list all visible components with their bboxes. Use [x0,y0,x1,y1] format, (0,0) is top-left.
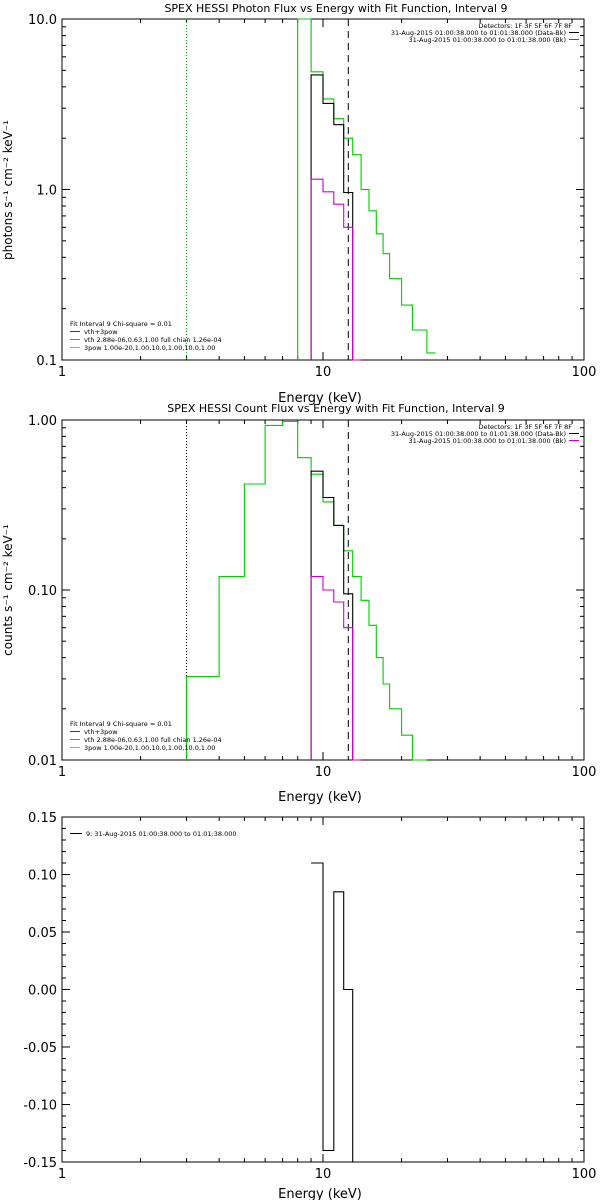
y-tick-label: -0.15 [23,1156,57,1171]
y-tick-label: 0.00 [28,984,57,999]
legend-entry: vth 2.88e-06,0.63,1.00 full chian 1.26e-… [84,736,222,744]
x-tick-label: 100 [572,765,597,780]
y-tick-label: -0.05 [23,1041,57,1056]
photon-flux-panel: SPEX HESSI Photon Flux vs Energy with Fi… [1,2,596,406]
legend-entry: vth+3pow [84,328,118,336]
x-tick-label: 10 [315,365,332,380]
series-line [310,575,362,761]
x-tick-label: 1 [58,365,66,380]
series-line [311,862,362,1163]
y-tick-label: 1.0 [36,184,57,199]
panel-title: SPEX HESSI Photon Flux vs Energy with Fi… [164,2,507,15]
y-axis-label: counts s⁻¹ cm⁻² keV⁻¹ [1,524,15,656]
residual-panel: Energy (keV) 1 10 100 0.15 0.10 0.05 0.00 -0.05… [23,811,596,1200]
x-tick-label: 1 [58,1167,66,1182]
legend-header: Detectors: 1F 3F 5F 6F 7F 8F [478,423,572,431]
y-tick-label: 0.15 [28,811,57,826]
legend-entry: 31-Aug-2015 01:00:38.000 to 01:01:38.000… [409,437,566,445]
y-tick-label: -0.10 [23,1099,57,1114]
legend-title: Fit Interval 9 Chi-square = 0.01 [70,320,172,328]
y-tick-label: 0.05 [28,926,57,941]
legend-entry: 31-Aug-2015 01:00:38.000 to 01:01:38.000… [391,430,566,438]
series-line [310,178,362,361]
legend-entry: 9: 31-Aug-2015 01:00:38.000 to 01:01:38.… [86,830,237,838]
y-tick-label: 0.10 [28,584,57,599]
x-tick-label: 10 [315,765,332,780]
legend-header: Detectors: 1F 3F 5F 6F 7F 8F [478,22,572,30]
legend-entry: 31-Aug-2015 01:00:38.000 to 01:01:38.000… [391,29,566,37]
x-axis-label: Energy (keV) [278,1187,362,1200]
x-tick-label: 1 [58,765,66,780]
x-tick-label: 100 [572,1167,597,1182]
y-tick-label: 0.1 [36,354,57,369]
legend-entry: 3pow 1.00e-20,1.00,10.0,1.00,10.0,1.00 [84,344,215,352]
series-line [310,470,362,761]
x-tick-label: 100 [572,365,597,380]
series-line [185,420,427,761]
legend-entry: 3pow 1.00e-20,1.00,10.0,1.00,10.0,1.00 [84,744,215,752]
y-tick-label: 10.0 [28,13,57,28]
x-axis-label: Energy (keV) [278,790,362,805]
x-axis-label: Energy (keV) [278,391,362,406]
legend-title: Fit Interval 9 Chi-square = 0.01 [70,720,172,728]
count-flux-panel: SPEX HESSI Count Flux vs Energy with Fit… [1,402,596,805]
legend-entry: vth 2.88e-06,0.63,1.00 full chian 1.26e-… [84,336,222,344]
y-tick-label: 1.00 [28,414,57,429]
series-line [297,18,436,360]
x-tick-label: 10 [315,1167,332,1182]
legend-entry: 31-Aug-2015 01:00:38.000 to 01:01:38.000… [409,36,566,44]
legend-entry: vth+3pow [84,728,118,736]
panel-title: SPEX HESSI Count Flux vs Energy with Fit… [167,402,504,415]
y-tick-label: 0.01 [28,754,57,769]
y-tick-label: 0.10 [28,869,57,884]
y-axis-label: photons s⁻¹ cm⁻² keV⁻¹ [1,120,15,260]
series-line [310,74,362,361]
